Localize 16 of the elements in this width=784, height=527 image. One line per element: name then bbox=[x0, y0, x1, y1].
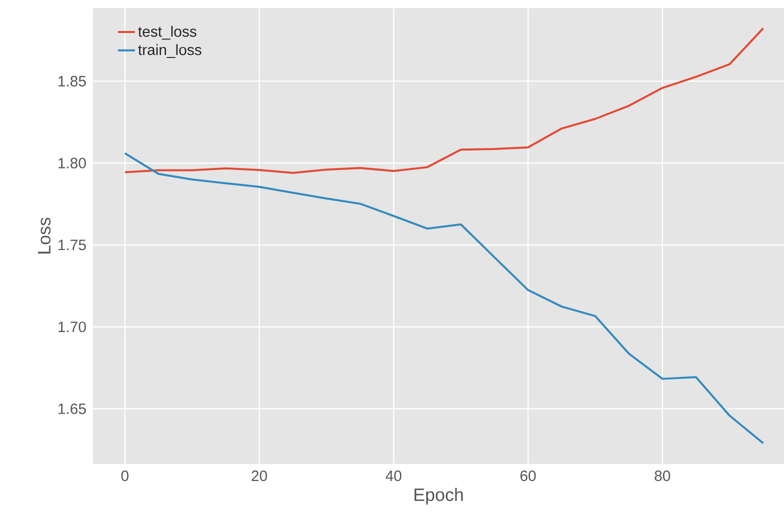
y-tick-label: 1.70 bbox=[58, 322, 86, 332]
line-series bbox=[124, 152, 764, 444]
line-series bbox=[124, 27, 764, 174]
legend-label: test_loss bbox=[138, 26, 196, 40]
x-tick-label: 20 bbox=[252, 470, 268, 482]
legend-label: train_loss bbox=[138, 44, 202, 58]
x-tick-label: 40 bbox=[386, 470, 402, 482]
x-tick-label: 60 bbox=[520, 470, 536, 482]
y-tick-label: 1.85 bbox=[58, 76, 86, 86]
y-axis-title: Loss bbox=[38, 218, 51, 254]
x-tick-label: 80 bbox=[654, 470, 670, 482]
y-tick-label: 1.75 bbox=[58, 240, 86, 250]
y-tick-label: 1.80 bbox=[58, 158, 86, 168]
y-tick-label: 1.65 bbox=[58, 403, 86, 414]
x-tick-label: 0 bbox=[121, 470, 128, 482]
x-axis-title: Epoch bbox=[414, 488, 463, 505]
